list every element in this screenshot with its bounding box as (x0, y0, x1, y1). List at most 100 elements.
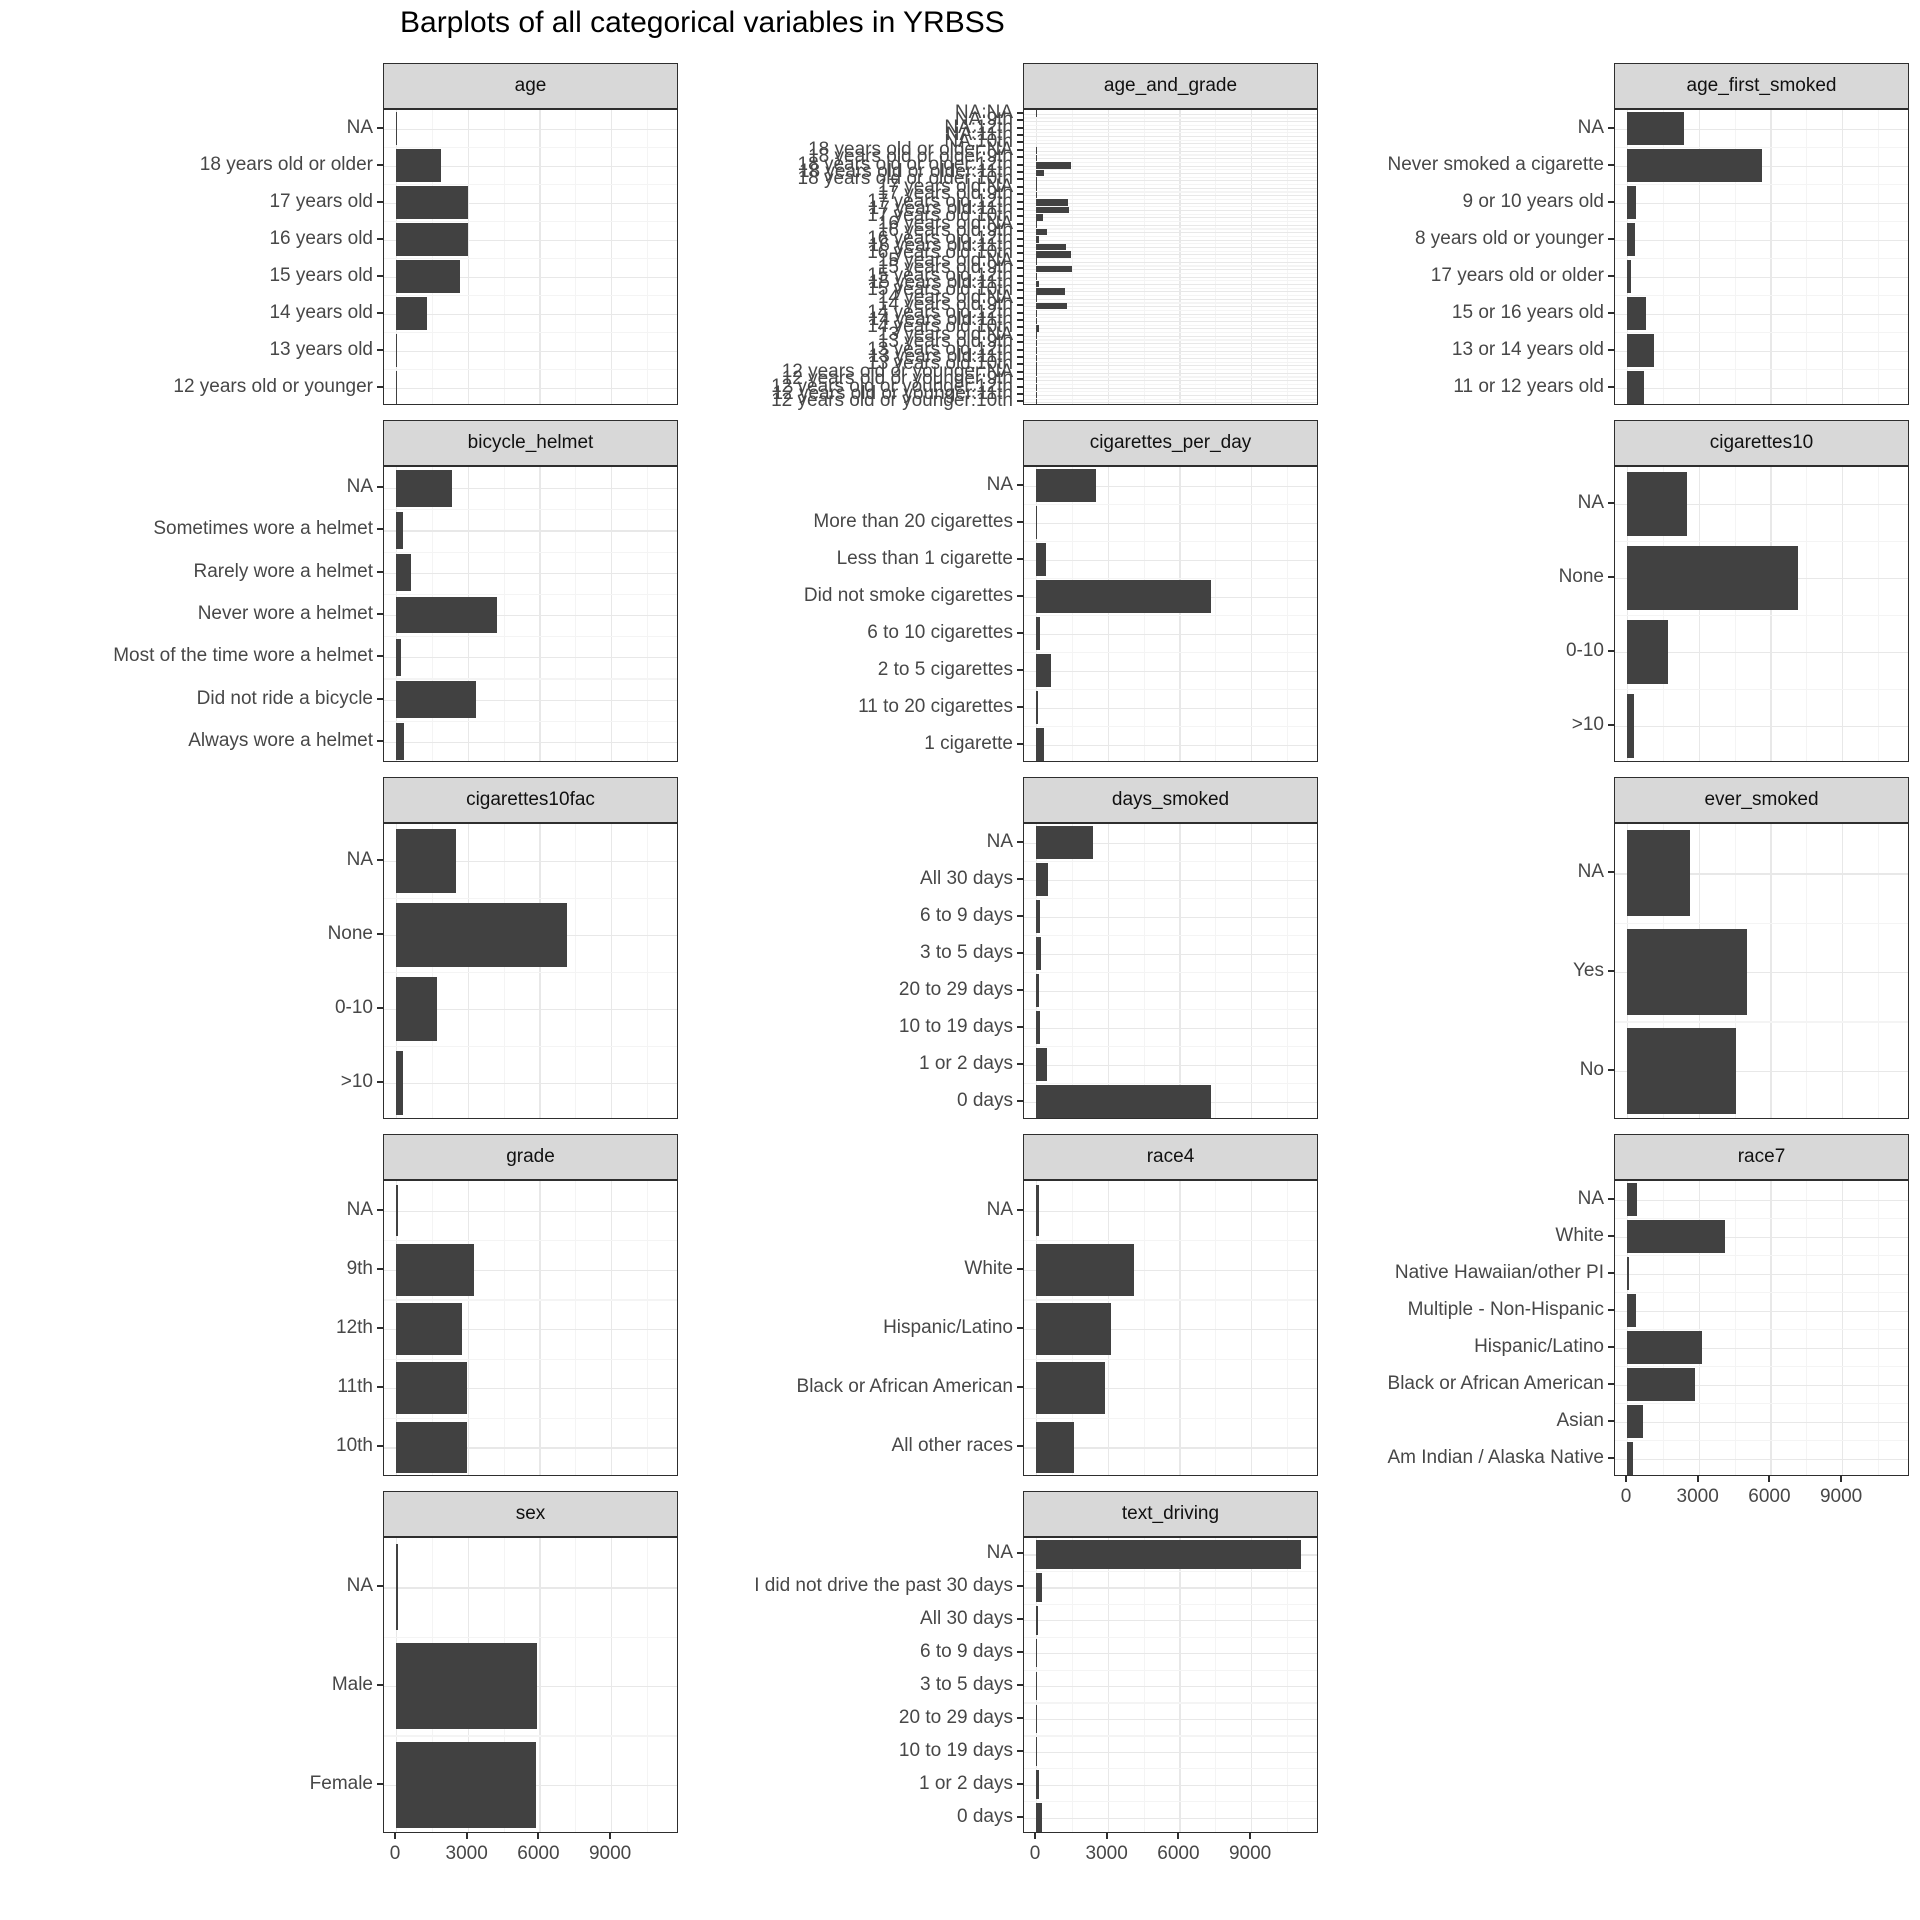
bar (1627, 1027, 1736, 1114)
gridline-major (1024, 707, 1317, 709)
y-axis-label: 15 years old:10th (867, 279, 1013, 301)
y-axis-tick (1608, 970, 1614, 972)
y-axis-tick (1608, 650, 1614, 652)
x-axis-tick (1177, 1833, 1180, 1839)
y-axis-tick (1608, 200, 1614, 203)
y-axis-tick (1017, 1618, 1023, 1621)
gridline-minor (1024, 169, 1317, 171)
gridline-minor (384, 593, 677, 596)
y-axis-label: 3 to 5 days (920, 1674, 1013, 1695)
gridline-minor (575, 467, 577, 761)
facet-strip-age_and_grade: age_and_grade (1023, 63, 1318, 109)
bar (1627, 334, 1655, 367)
y-axis-label: 17 years old:9th (877, 183, 1013, 205)
bar (1036, 506, 1037, 539)
gridline-minor (1615, 295, 1908, 297)
facet-panel-race4 (1023, 1180, 1318, 1476)
gridline-major (1615, 1310, 1908, 1312)
y-axis-label: Black or African American (796, 1376, 1013, 1398)
gridline-minor (1615, 1218, 1908, 1220)
y-axis-tick (1017, 163, 1023, 166)
gridline-major (539, 824, 541, 1118)
bar (1036, 1638, 1037, 1668)
bar (396, 681, 476, 718)
y-axis-tick (1017, 296, 1023, 299)
y-axis-label: 15 years old:9th (877, 257, 1013, 279)
x-axis-label: 6000 (1748, 1486, 1791, 1507)
y-axis-tick (1017, 951, 1023, 954)
bar (1036, 1737, 1038, 1767)
bar (1036, 162, 1071, 169)
bar (1627, 1368, 1696, 1401)
y-axis-label: 6 to 9 days (920, 904, 1013, 926)
y-axis-label: 1 or 2 days (919, 1052, 1013, 1074)
gridline-minor (1734, 467, 1736, 761)
y-axis-tick (1608, 311, 1614, 314)
y-axis-label: 17 years old:12th (867, 190, 1013, 212)
facet-panel-sex (383, 1537, 678, 1833)
bar (1036, 310, 1037, 317)
gridline-major (1024, 335, 1317, 337)
gridline-major (1615, 128, 1908, 130)
gridline-major (1024, 1718, 1317, 1721)
gridline-minor (1071, 110, 1074, 404)
gridline-major (384, 741, 677, 744)
gridline-minor (1143, 467, 1145, 761)
gridline-major (1024, 202, 1317, 204)
y-axis-label: Did not smoke cigarettes (803, 584, 1013, 606)
gridline-minor (1806, 824, 1808, 1118)
gridline-major (1842, 824, 1844, 1118)
gridline-minor (1024, 1669, 1317, 1671)
x-axis-label: 6000 (517, 1843, 560, 1864)
y-axis-label: 0 days (957, 1089, 1013, 1111)
y-axis-tick (377, 385, 383, 388)
gridline-major (1024, 744, 1317, 746)
facet-panel-race7 (1614, 1180, 1909, 1476)
bar (1036, 236, 1039, 243)
bar (1036, 206, 1070, 214)
bar (1036, 937, 1041, 970)
y-axis-label: 14 years old (269, 301, 373, 323)
y-axis-tick (1017, 259, 1023, 262)
gridline-major (1024, 276, 1317, 278)
gridline-minor (1024, 615, 1317, 617)
y-axis-label: 11 or 12 years old (1453, 375, 1604, 397)
y-axis-tick (1017, 1025, 1023, 1028)
gridline-major (1024, 402, 1317, 404)
y-axis-tick (377, 1782, 383, 1785)
gridline-minor (384, 720, 677, 722)
y-axis-tick (1017, 355, 1023, 358)
bar (1627, 297, 1647, 330)
x-axis-tick (1768, 1476, 1771, 1482)
facet-panel-bicycle_helmet (383, 466, 678, 762)
bar (396, 1421, 468, 1474)
gridline-minor (1734, 1181, 1736, 1475)
bar (1036, 302, 1068, 310)
y-axis-tick (1017, 318, 1023, 321)
gridline-major (1024, 269, 1317, 271)
gridline-major (1179, 1181, 1181, 1475)
x-axis-tick (537, 1833, 540, 1839)
bar (1627, 1442, 1633, 1475)
gridline-minor (1024, 184, 1317, 186)
gridline-minor (1024, 541, 1317, 543)
facet-strip-cigarettes10: cigarettes10 (1614, 420, 1909, 466)
y-axis-label: 15 years old (269, 264, 373, 286)
gridline-minor (1024, 117, 1317, 119)
gridline-minor (575, 1181, 577, 1475)
bar (1036, 1303, 1112, 1355)
gridline-major (1024, 1064, 1317, 1066)
y-axis-label: NA (1577, 116, 1604, 138)
gridline-major (1698, 110, 1700, 404)
y-axis-label: Hispanic/Latino (1474, 1335, 1604, 1357)
y-axis-label: None (1558, 566, 1604, 587)
gridline-minor (1286, 1538, 1289, 1832)
y-axis-label: NA:11th (945, 123, 1013, 145)
gridline-major (384, 1083, 677, 1085)
y-axis-tick (1017, 1062, 1023, 1065)
bar (1627, 112, 1685, 145)
gridline-major (1251, 110, 1253, 404)
facet-panel-cigarettes_per_day (1023, 466, 1318, 762)
gridline-major (1024, 357, 1317, 360)
facet-panel-days_smoked (1023, 823, 1318, 1119)
